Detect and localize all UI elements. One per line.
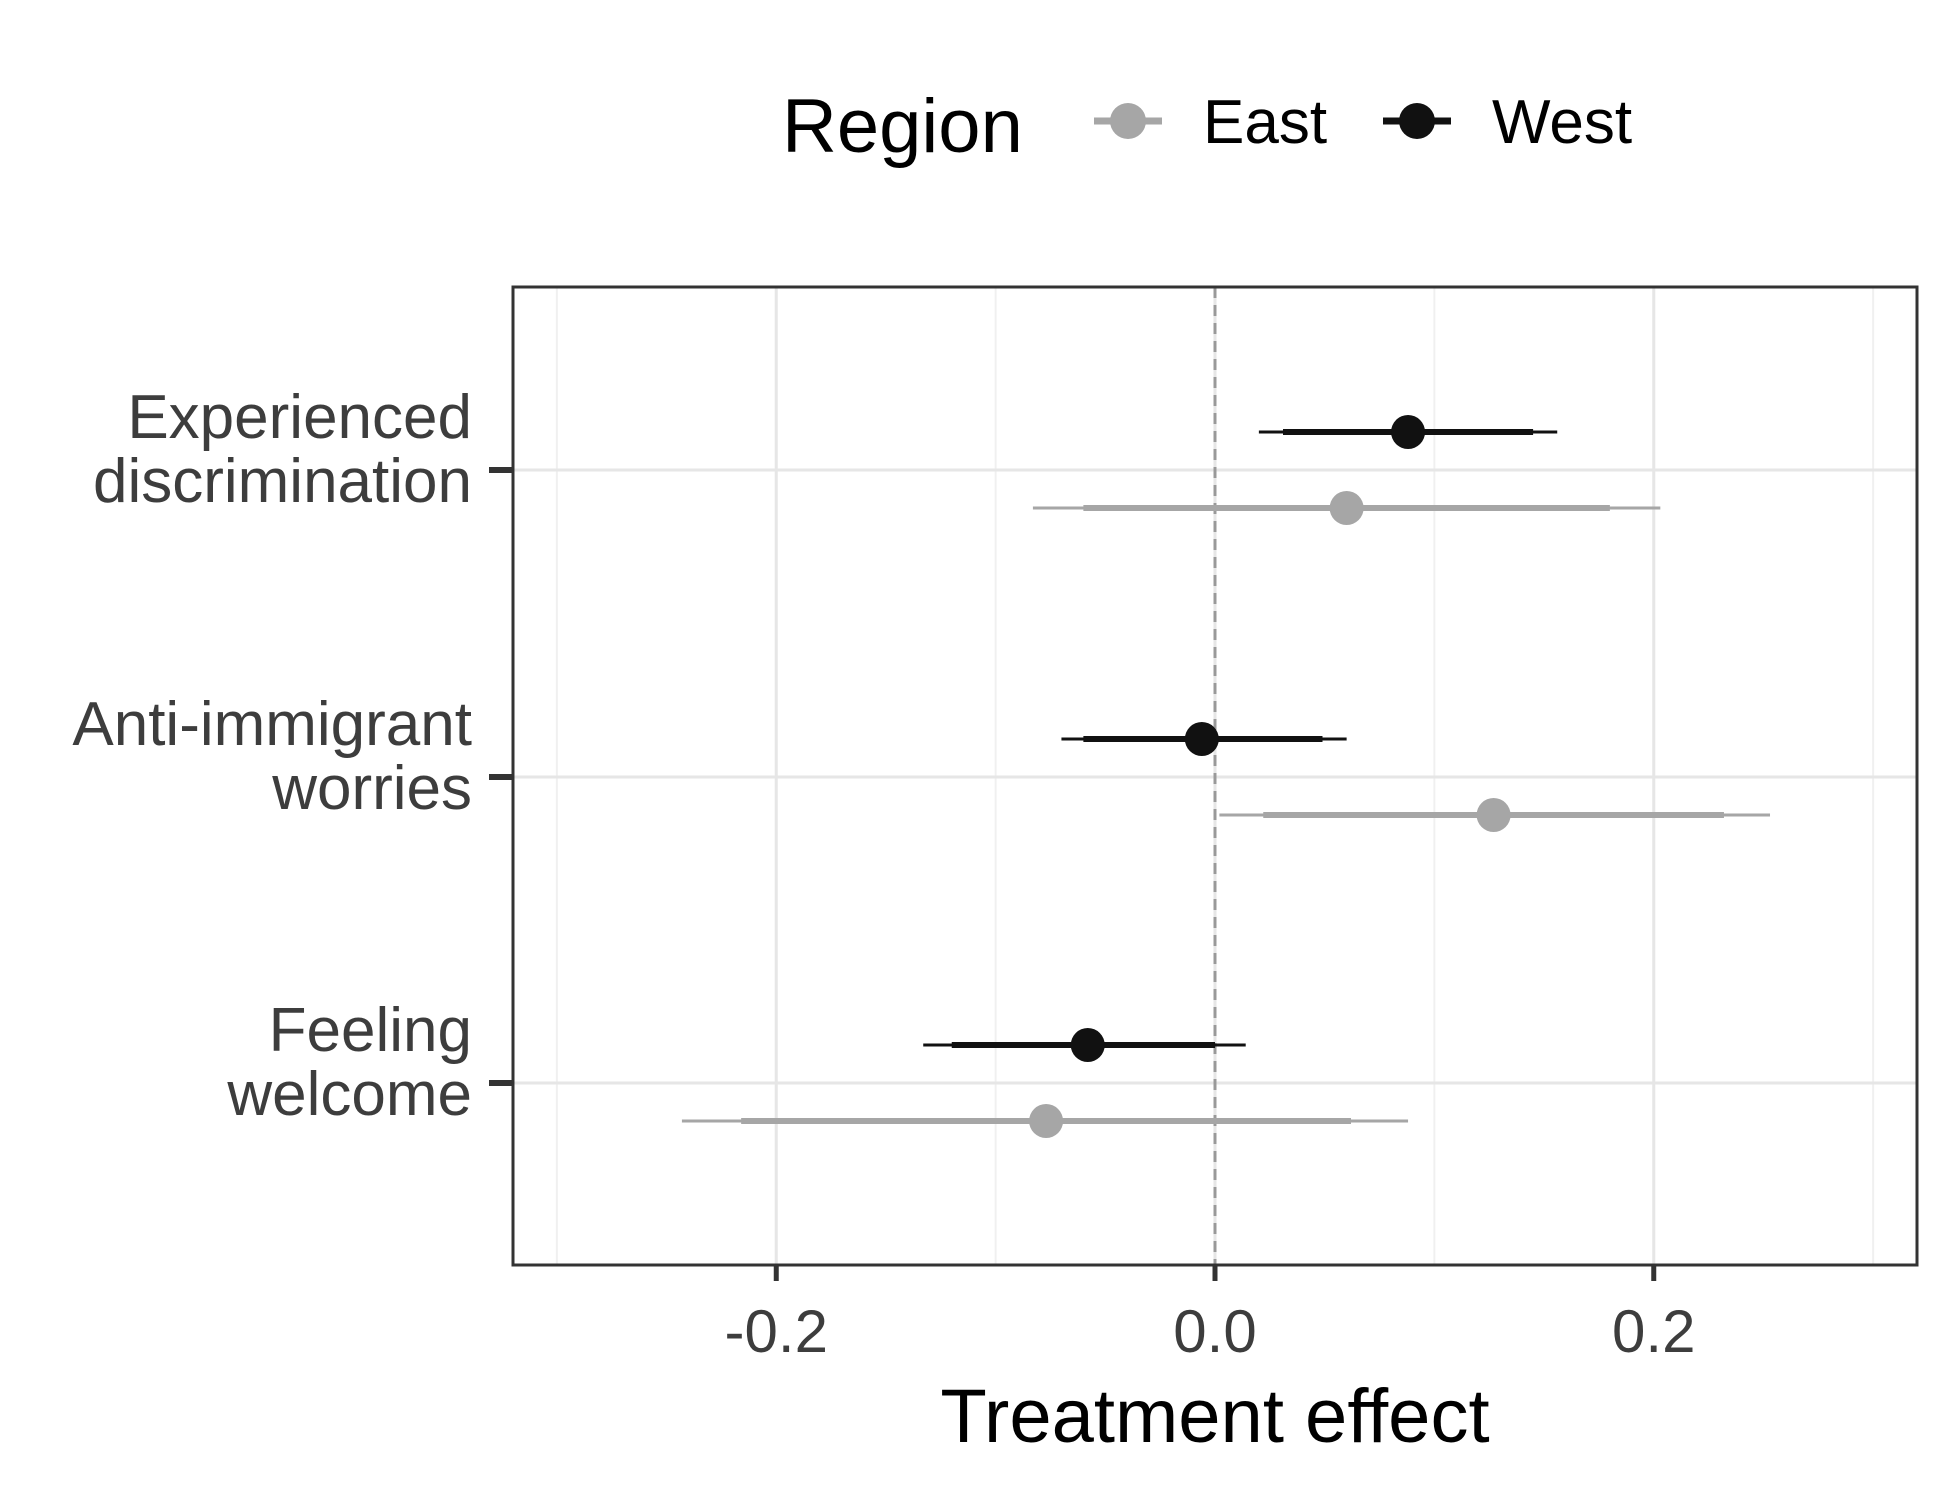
x-axis-title: Treatment effect — [940, 1374, 1489, 1459]
point-estimate — [1476, 798, 1511, 832]
point-estimate — [1029, 1104, 1064, 1138]
x-axis: -0.2 0.0 0.2 — [725, 1265, 1695, 1365]
y-axis-tick-label: discrimination — [93, 447, 472, 516]
point-estimate — [1329, 491, 1364, 525]
legend-key-point — [1399, 103, 1435, 139]
legend-key-point — [1110, 103, 1146, 139]
y-axis: ExperienceddiscriminationAnti-immigrantw… — [72, 383, 513, 1129]
legend-title: Region — [782, 84, 1023, 169]
data-marks — [681, 415, 1771, 1138]
legend-label: East — [1203, 88, 1327, 157]
point-estimate — [1184, 722, 1219, 756]
x-axis-tick-label: 0.0 — [1173, 1298, 1256, 1365]
y-axis-tick-label: welcome — [226, 1060, 472, 1129]
y-axis-tick-label: Anti-immigrant — [72, 690, 472, 759]
y-axis-tick-label: Experienced — [127, 383, 472, 452]
legend-label: West — [1492, 88, 1632, 157]
x-axis-tick-label: -0.2 — [725, 1298, 828, 1365]
point-estimate — [1070, 1028, 1105, 1062]
point-estimate — [1391, 415, 1426, 449]
x-axis-tick-label: 0.2 — [1612, 1298, 1695, 1365]
y-axis-tick-label: Feeling — [269, 996, 472, 1065]
legend: Region East West — [782, 84, 1632, 169]
y-axis-tick-label: worries — [271, 754, 472, 823]
